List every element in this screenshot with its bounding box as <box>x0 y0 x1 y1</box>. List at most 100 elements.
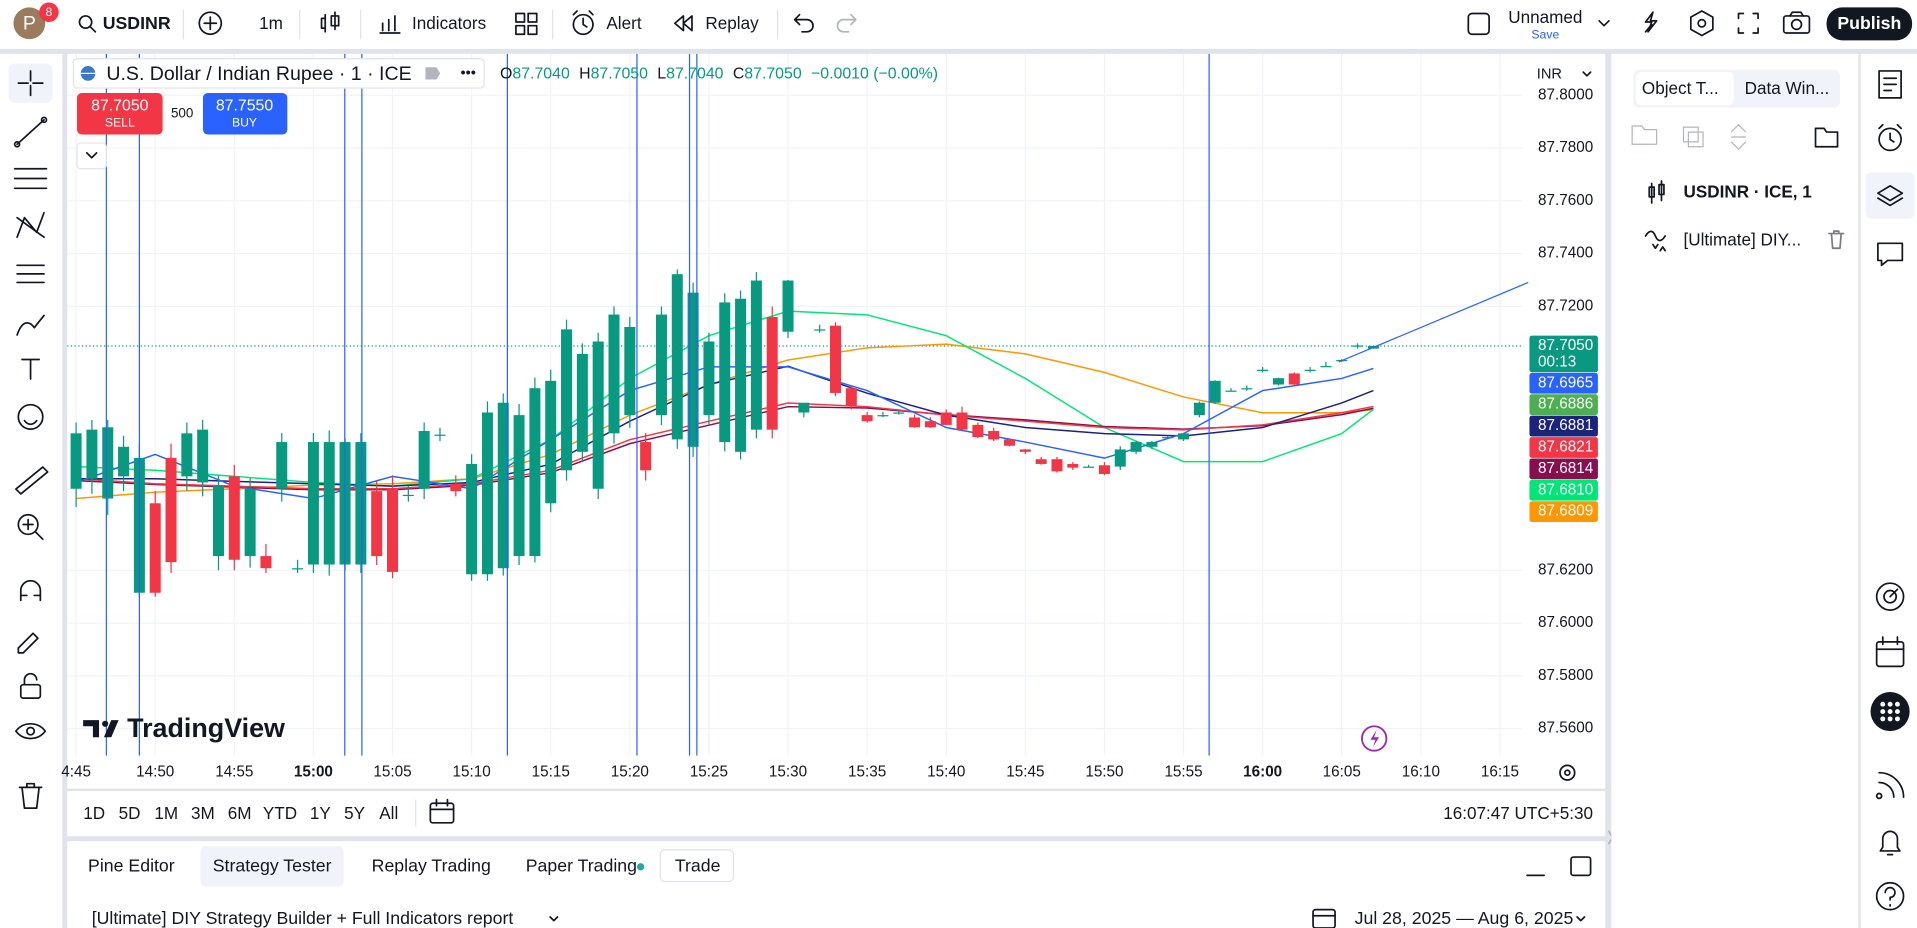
panel-controls[interactable] <box>1526 856 1592 877</box>
timeframe[interactable]: 1Y <box>310 804 332 823</box>
trend-line[interactable] <box>1338 281 1529 363</box>
sell-button[interactable]: 87.7050 SELL <box>77 92 163 135</box>
timeframe[interactable]: 3M <box>191 804 215 823</box>
tree-item[interactable]: [Ultimate] DIY... <box>1644 230 1845 252</box>
tree-item[interactable] <box>1828 230 1845 250</box>
avatar[interactable] <box>39 2 59 23</box>
drawing-tools[interactable] <box>19 683 42 699</box>
clock[interactable]: 16:07:47 UTC+5:30 <box>1443 804 1593 823</box>
panel-toolbar[interactable] <box>1730 123 1747 151</box>
axis-settings[interactable] <box>1559 764 1576 781</box>
currency[interactable] <box>1528 61 1602 89</box>
sell-button[interactable]: 87.7050 <box>91 98 149 115</box>
axis-settings[interactable] <box>1559 764 1576 781</box>
right-icons[interactable] <box>1879 830 1901 856</box>
right-icons[interactable] <box>1875 636 1905 651</box>
avatar[interactable]: P 8 <box>13 2 59 40</box>
snapshot[interactable] <box>1782 11 1811 34</box>
right-icons[interactable] <box>1889 588 1899 598</box>
timeframe[interactable]: 5D <box>119 804 141 823</box>
drawing-tools[interactable] <box>8 63 53 810</box>
drawing-tools[interactable] <box>26 726 36 736</box>
drawing-tools[interactable] <box>17 513 39 536</box>
drawing-tools[interactable] <box>15 722 47 740</box>
right-icons[interactable] <box>1877 185 1904 207</box>
tree-item[interactable] <box>1644 230 1667 252</box>
right-icons[interactable] <box>1880 716 1886 722</box>
events-icon[interactable] <box>1370 729 1380 748</box>
alert-button[interactable] <box>572 13 594 36</box>
panel-tab[interactable]: Object T... <box>1642 79 1719 98</box>
bottom-tab[interactable]: Strategy Tester <box>213 856 332 876</box>
sell-button[interactable]: SELL <box>105 116 135 130</box>
timeframe[interactable]: 1M <box>154 804 178 823</box>
chart-type[interactable] <box>320 11 340 33</box>
drawing-tools[interactable] <box>16 118 45 146</box>
symbol-search[interactable]: USDINR <box>103 13 171 33</box>
strategy-select[interactable]: [Ultimate] DIY Strategy Builder + Full I… <box>92 908 559 928</box>
goto-date[interactable] <box>429 798 455 811</box>
right-icons[interactable] <box>1894 701 1900 707</box>
layout-name[interactable]: Unnamed Save <box>1508 8 1610 42</box>
indicators-button[interactable]: Indicators <box>412 14 486 33</box>
avatar[interactable] <box>13 7 46 40</box>
right-icons[interactable] <box>1865 70 1915 911</box>
drawing-tools[interactable] <box>19 579 42 602</box>
layout-name[interactable]: Unnamed <box>1508 8 1582 27</box>
replay-button[interactable]: Replay <box>705 14 759 33</box>
templates[interactable] <box>515 12 526 23</box>
undo[interactable] <box>793 13 814 33</box>
buy-button[interactable]: BUY <box>232 116 257 130</box>
layout-name[interactable]: Save <box>1531 28 1559 42</box>
snapshot[interactable] <box>1790 18 1803 31</box>
drawing-tools[interactable] <box>16 211 45 239</box>
right-icons[interactable] <box>1875 771 1905 800</box>
indicators-button[interactable]: Indicators <box>379 14 486 34</box>
panel-toolbar[interactable] <box>1631 123 1839 151</box>
timeframe[interactable]: 1D <box>83 804 105 823</box>
settings[interactable] <box>1689 10 1714 37</box>
events-icon[interactable] <box>1361 725 1388 752</box>
right-icons[interactable] <box>1875 582 1905 611</box>
panel-toolbar[interactable] <box>1814 127 1839 148</box>
drawing-tools[interactable] <box>16 314 45 336</box>
avatar[interactable]: 8 <box>46 5 53 19</box>
layout-icon[interactable] <box>1467 12 1490 36</box>
right-icons[interactable] <box>1887 716 1893 722</box>
panel-toolbar[interactable] <box>1682 126 1699 143</box>
goto-date[interactable] <box>429 798 455 824</box>
bottom-tab[interactable]: Replay Trading <box>372 856 491 876</box>
timeframe[interactable]: 6M <box>228 804 252 823</box>
timeframe[interactable]: YTD <box>263 804 297 823</box>
right-icons[interactable] <box>1894 709 1900 715</box>
right-icons[interactable] <box>1878 70 1902 99</box>
right-icons[interactable] <box>1884 886 1896 907</box>
drawing-tools[interactable] <box>16 264 45 284</box>
legend-collapse[interactable] <box>85 151 98 159</box>
replay-button[interactable] <box>674 15 693 32</box>
right-icons[interactable] <box>1865 172 1915 219</box>
buy-button[interactable]: 87.7550 <box>216 98 274 115</box>
drawing-tools[interactable] <box>17 632 39 654</box>
events-icon[interactable] <box>1361 725 1388 752</box>
snapshot[interactable] <box>1782 15 1811 34</box>
timeframe[interactable]: All <box>379 804 398 823</box>
fullscreen[interactable] <box>1737 12 1759 34</box>
undo[interactable] <box>793 13 814 33</box>
date-range[interactable]: Jul 28, 2025 — Aug 6, 2025 <box>1312 908 1586 928</box>
drawing-tools[interactable] <box>40 116 48 124</box>
add-symbol[interactable] <box>203 16 218 31</box>
strategy-select[interactable] <box>549 916 559 922</box>
add-symbol[interactable] <box>198 11 223 36</box>
right-icons[interactable] <box>1875 641 1905 668</box>
publish-button[interactable] <box>1826 7 1913 41</box>
date-range[interactable] <box>1576 916 1586 922</box>
right-icons[interactable] <box>1887 709 1893 715</box>
right-icons[interactable] <box>1880 701 1886 707</box>
bottom-tab[interactable]: Trade <box>675 856 721 876</box>
right-icons[interactable] <box>1877 242 1904 267</box>
buy-button[interactable] <box>202 92 288 135</box>
alert-button[interactable]: Alert <box>572 10 642 36</box>
timeframe[interactable]: 5Y <box>344 804 366 823</box>
legend-collapse[interactable] <box>76 142 107 170</box>
